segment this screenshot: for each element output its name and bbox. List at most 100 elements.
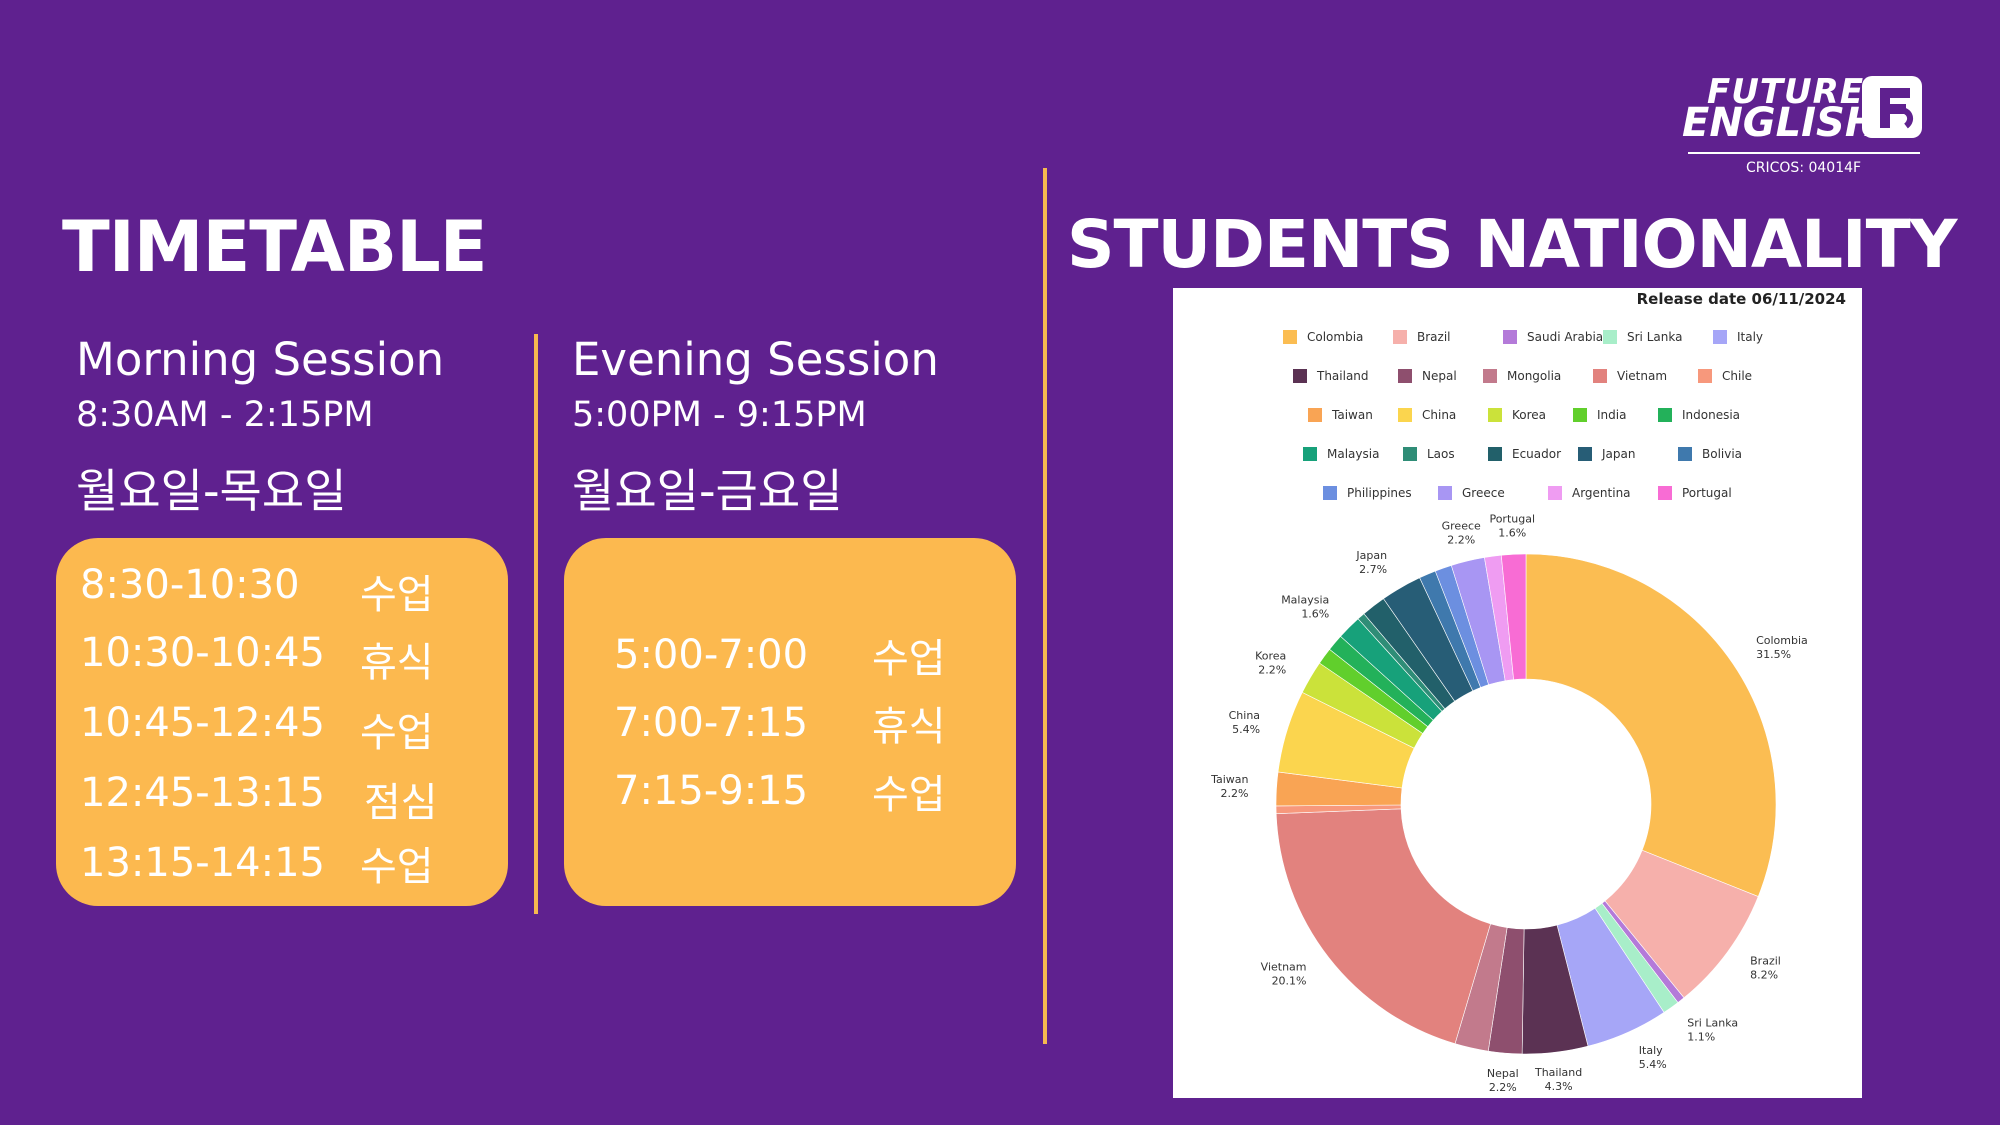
nationality-chart-panel: Release date 06/11/2024 Colombia Brazil Sa… bbox=[1173, 288, 1862, 1098]
schedule-row: 12:45-13:15 점심 bbox=[80, 770, 438, 826]
legend-swatch bbox=[1578, 447, 1592, 461]
slice-value-label: 2.2% bbox=[1489, 1081, 1517, 1094]
slice-value-label: 1.1% bbox=[1687, 1030, 1715, 1043]
legend-swatch bbox=[1678, 447, 1692, 461]
slice-name-label: Vietnam bbox=[1261, 961, 1307, 974]
legend-swatch bbox=[1658, 408, 1672, 422]
legend-label: Bolivia bbox=[1702, 447, 1743, 461]
schedule-row: 10:30-10:45 휴식 bbox=[80, 630, 434, 686]
slice-name-label: Portugal bbox=[1489, 512, 1535, 525]
legend-item: Japan bbox=[1578, 447, 1635, 461]
schedule-row: 7:15-9:15 수업 bbox=[614, 768, 946, 818]
legend-label: Italy bbox=[1737, 330, 1764, 344]
schedule-row: 7:00-7:15 휴식 bbox=[614, 700, 946, 750]
slice-name-label: Brazil bbox=[1750, 954, 1781, 967]
legend-label: Laos bbox=[1427, 447, 1455, 461]
legend-swatch bbox=[1548, 486, 1562, 500]
morning-schedule-card: 8:30-10:30 수업 10:30-10:45 휴식 10:45-12:45… bbox=[56, 538, 508, 906]
legend-item: Ecuador bbox=[1488, 447, 1561, 461]
evening-session-title: Evening Session bbox=[572, 333, 939, 386]
legend-item: Greece bbox=[1438, 486, 1505, 500]
legend-label: Ecuador bbox=[1512, 447, 1562, 461]
slice-value-label: 4.3% bbox=[1545, 1080, 1573, 1093]
schedule-time: 8:30-10:30 bbox=[80, 562, 300, 608]
legend-swatch bbox=[1283, 330, 1297, 344]
brand-logo: FUTURE ENGLISH CRICOS: 04014F bbox=[1682, 72, 1922, 182]
legend-label: Saudi Arabia bbox=[1527, 330, 1604, 344]
slice-name-label: Italy bbox=[1639, 1044, 1663, 1057]
legend-label: Taiwan bbox=[1332, 408, 1373, 422]
slice-value-label: 1.6% bbox=[1301, 608, 1329, 621]
legend-label: Philippines bbox=[1347, 486, 1412, 500]
donut-slice bbox=[1275, 808, 1491, 1045]
evening-session-days: 월요일-금요일 bbox=[572, 464, 843, 518]
slice-name-label: Sri Lanka bbox=[1687, 1016, 1738, 1029]
slice-value-label: 2.2% bbox=[1447, 534, 1475, 547]
legend-item: Sri Lanka bbox=[1603, 330, 1682, 344]
slice-name-label: Nepal bbox=[1487, 1067, 1519, 1080]
legend-label: Mongolia bbox=[1507, 369, 1562, 383]
session-divider bbox=[534, 334, 538, 914]
legend-swatch bbox=[1303, 447, 1317, 461]
slice-name-label: Taiwan bbox=[1210, 773, 1248, 786]
legend-item: Nepal bbox=[1398, 369, 1457, 383]
legend-swatch bbox=[1488, 447, 1502, 461]
schedule-activity: 수업 bbox=[872, 636, 946, 682]
legend-item: Argentina bbox=[1548, 486, 1631, 500]
morning-session-time: 8:30AM - 2:15PM bbox=[76, 395, 374, 435]
legend-swatch bbox=[1698, 369, 1712, 383]
legend-swatch bbox=[1403, 447, 1417, 461]
donut-slice bbox=[1500, 553, 1527, 680]
brand-line-2: ENGLISH bbox=[1682, 100, 1879, 146]
section-divider bbox=[1043, 168, 1047, 1044]
legend-item: Portugal bbox=[1658, 486, 1732, 500]
legend-label: Portugal bbox=[1682, 486, 1732, 500]
evening-session-time: 5:00PM - 9:15PM bbox=[572, 395, 867, 435]
legend-label: China bbox=[1422, 408, 1457, 422]
legend-item: China bbox=[1398, 408, 1456, 422]
schedule-row: 10:45-12:45 수업 bbox=[80, 700, 434, 756]
legend-item: Thailand bbox=[1293, 369, 1369, 383]
legend-swatch bbox=[1488, 408, 1502, 422]
legend-item: Indonesia bbox=[1658, 408, 1740, 422]
slice-value-label: 31.5% bbox=[1756, 648, 1791, 661]
legend-swatch bbox=[1483, 369, 1497, 383]
legend-swatch bbox=[1658, 486, 1672, 500]
schedule-row: 8:30-10:30 수업 bbox=[80, 562, 434, 618]
slice-name-label: Colombia bbox=[1756, 634, 1808, 647]
legend-swatch bbox=[1713, 330, 1727, 344]
schedule-row: 5:00-7:00 수업 bbox=[614, 632, 946, 682]
brand-cricos: CRICOS: 04014F bbox=[1746, 160, 1862, 176]
slice-value-label: 5.4% bbox=[1232, 723, 1260, 736]
legend-item: Mongolia bbox=[1483, 369, 1561, 383]
legend-label: Greece bbox=[1462, 486, 1505, 500]
slice-value-label: 20.1% bbox=[1272, 975, 1307, 988]
donut-slice bbox=[1525, 553, 1777, 897]
legend-label: Sri Lanka bbox=[1627, 330, 1683, 344]
schedule-activity: 점심 bbox=[364, 780, 438, 826]
schedule-activity: 수업 bbox=[360, 844, 434, 890]
legend-label: Argentina bbox=[1572, 486, 1631, 500]
legend-swatch bbox=[1398, 408, 1412, 422]
legend-label: Korea bbox=[1512, 408, 1547, 422]
schedule-time: 7:15-9:15 bbox=[614, 768, 809, 814]
legend-label: Thailand bbox=[1317, 369, 1369, 383]
legend-swatch bbox=[1393, 330, 1407, 344]
slice-value-label: 5.4% bbox=[1639, 1058, 1667, 1071]
slice-value-label: 8.2% bbox=[1750, 968, 1778, 981]
legend-swatch bbox=[1603, 330, 1617, 344]
schedule-time: 13:15-14:15 bbox=[80, 840, 325, 886]
schedule-activity: 수업 bbox=[360, 572, 434, 618]
legend-label: Brazil bbox=[1417, 330, 1451, 344]
legend-label: India bbox=[1597, 408, 1627, 422]
legend-item: Chile bbox=[1698, 369, 1752, 383]
legend-swatch bbox=[1293, 369, 1307, 383]
slice-name-label: Malaysia bbox=[1281, 594, 1329, 607]
legend-item: Colombia bbox=[1283, 330, 1363, 344]
legend-swatch bbox=[1573, 408, 1587, 422]
legend-item: Vietnam bbox=[1593, 369, 1667, 383]
legend-swatch bbox=[1323, 486, 1337, 500]
legend-item: Korea bbox=[1488, 408, 1546, 422]
slice-name-label: Greece bbox=[1442, 520, 1481, 533]
